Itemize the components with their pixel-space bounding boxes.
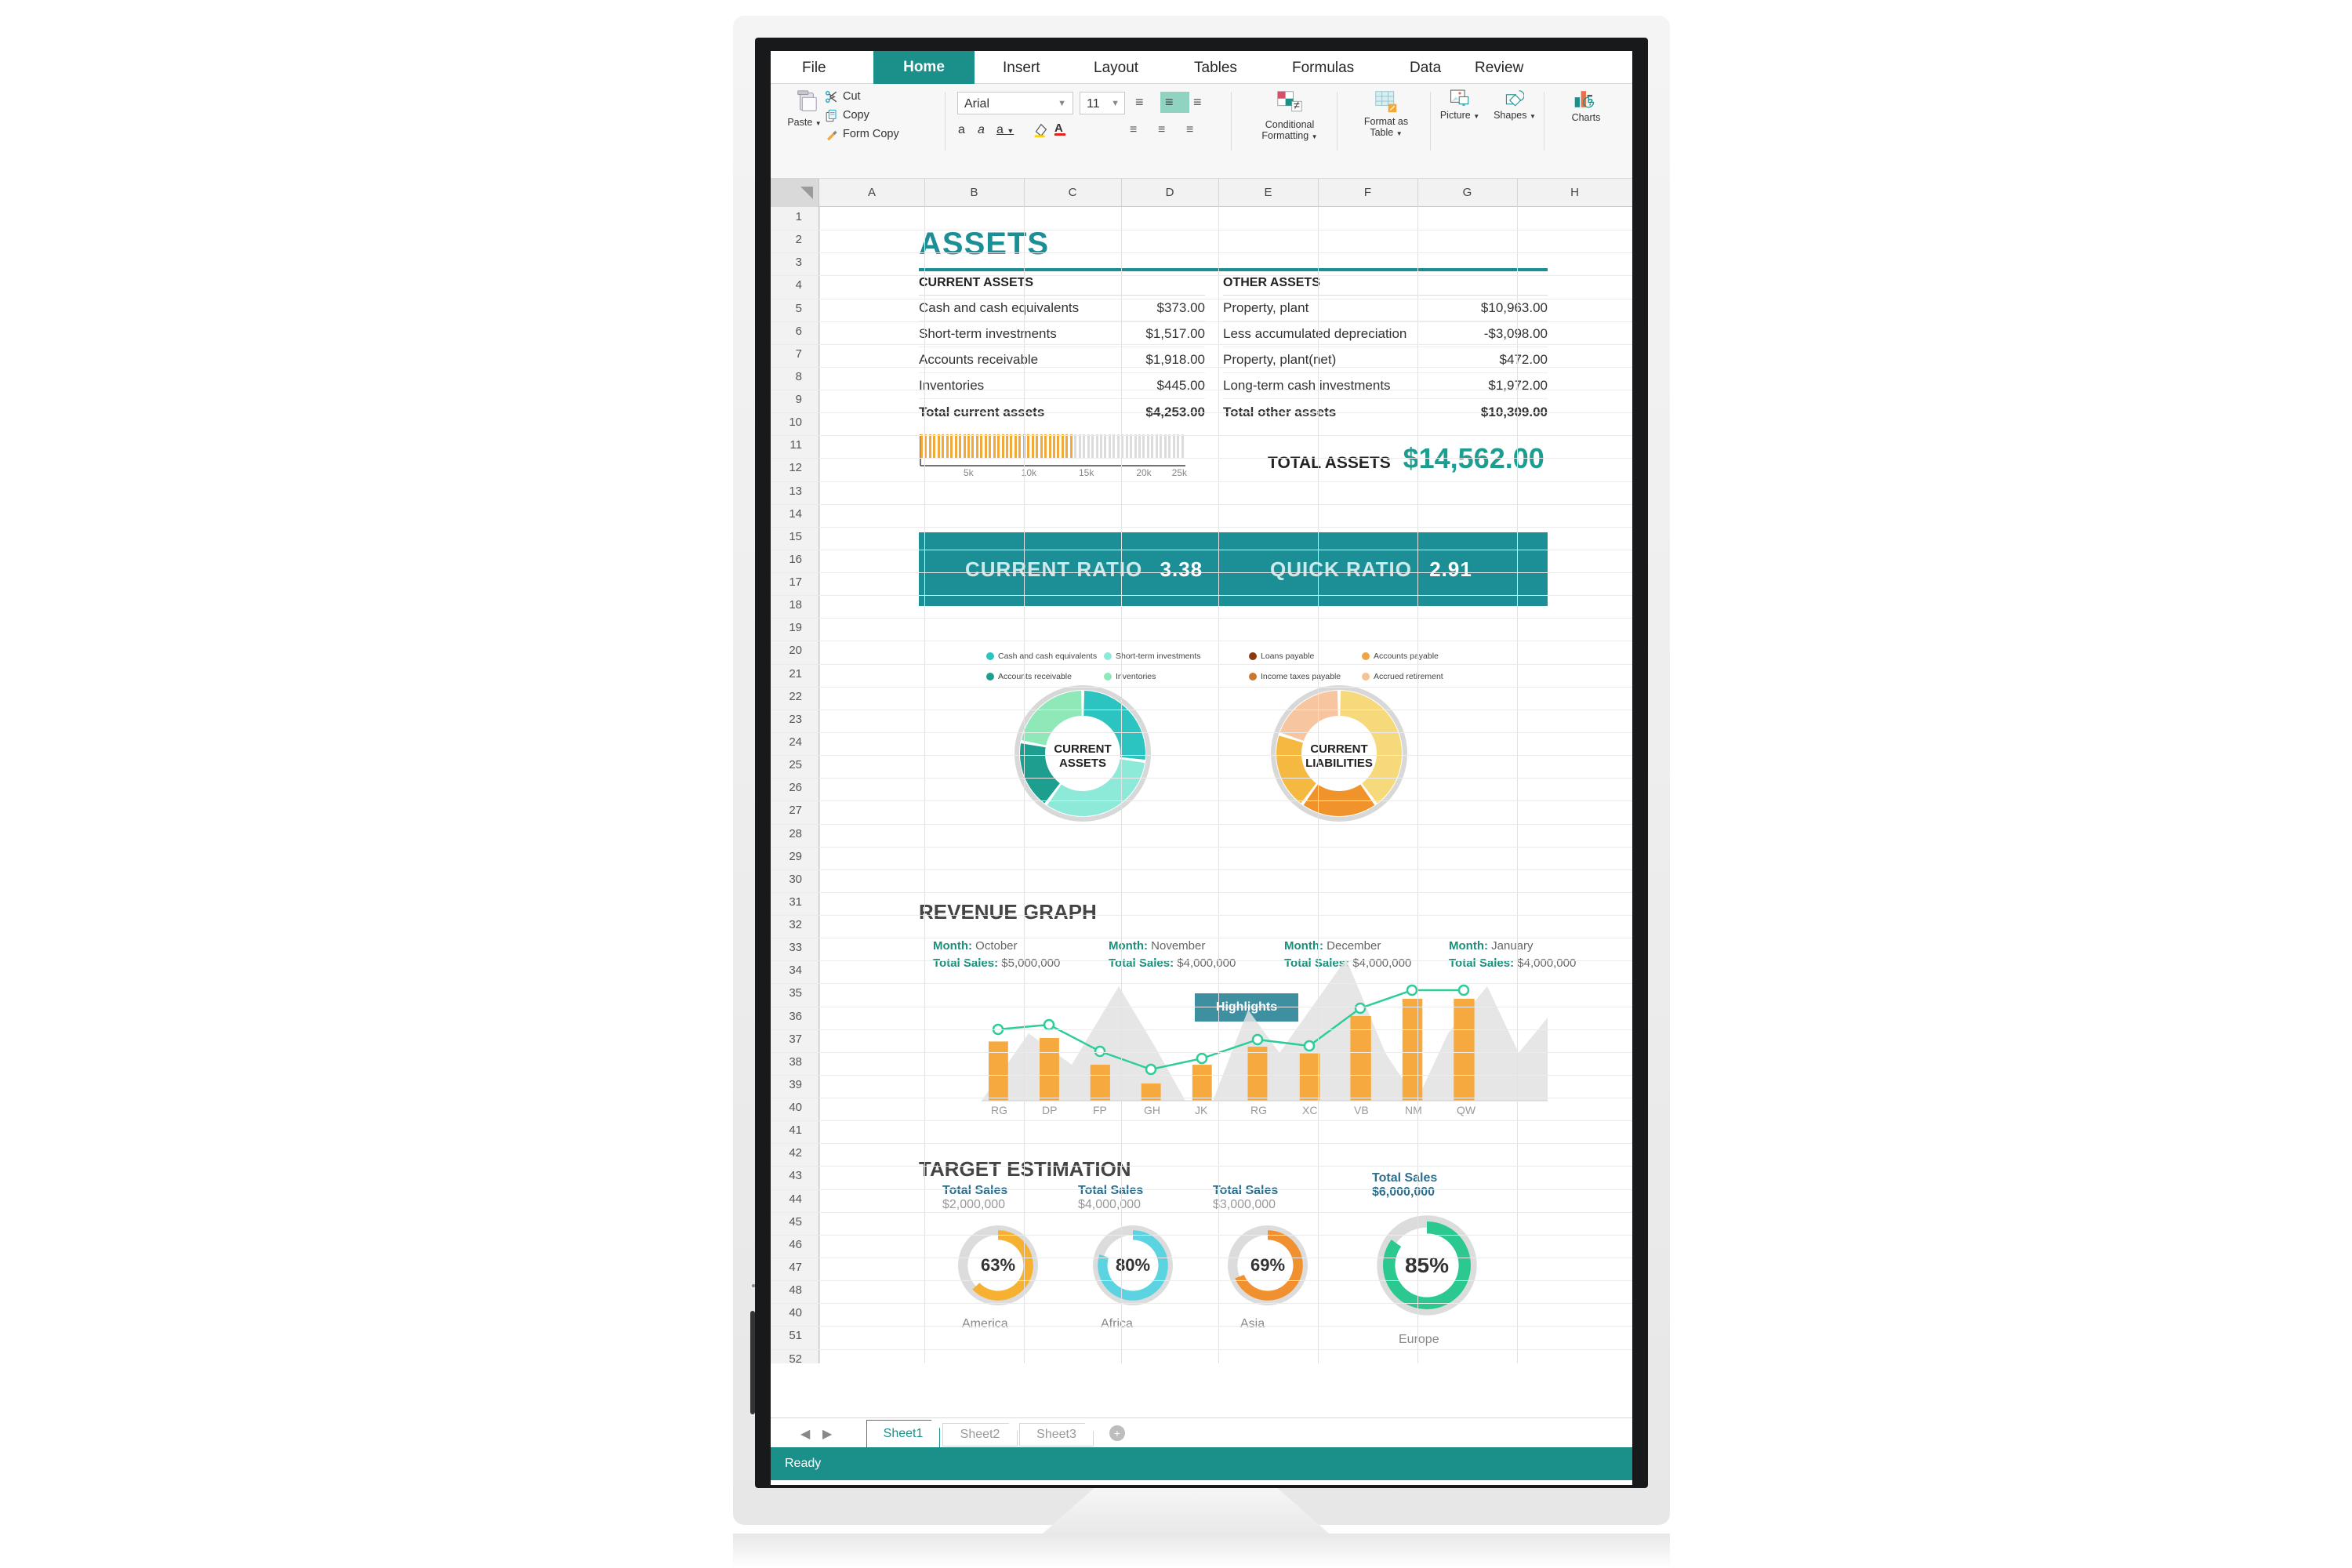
svg-text:≠: ≠ — [1294, 100, 1300, 112]
svg-text:?: ? — [1588, 96, 1593, 107]
